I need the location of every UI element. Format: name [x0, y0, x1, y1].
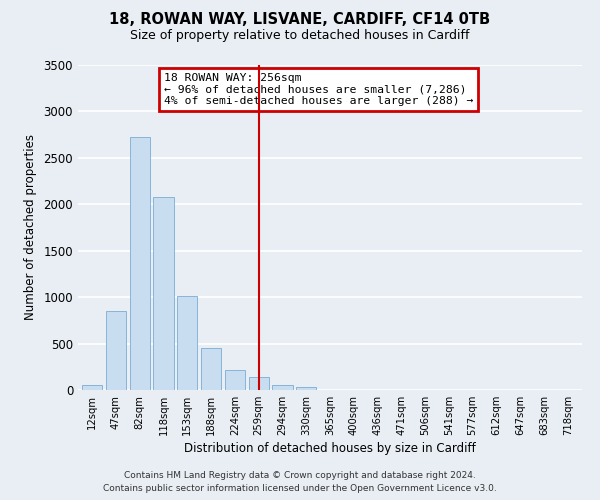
- X-axis label: Distribution of detached houses by size in Cardiff: Distribution of detached houses by size …: [184, 442, 476, 455]
- Text: Size of property relative to detached houses in Cardiff: Size of property relative to detached ho…: [130, 30, 470, 43]
- Text: 18, ROWAN WAY, LISVANE, CARDIFF, CF14 0TB: 18, ROWAN WAY, LISVANE, CARDIFF, CF14 0T…: [109, 12, 491, 28]
- Text: Contains HM Land Registry data © Crown copyright and database right 2024.: Contains HM Land Registry data © Crown c…: [124, 470, 476, 480]
- Text: 18 ROWAN WAY: 256sqm
← 96% of detached houses are smaller (7,286)
4% of semi-det: 18 ROWAN WAY: 256sqm ← 96% of detached h…: [164, 73, 473, 106]
- Bar: [225, 370, 245, 390]
- Bar: [248, 377, 269, 390]
- Bar: [177, 296, 197, 390]
- Bar: [106, 311, 126, 390]
- Bar: [201, 348, 221, 390]
- Bar: [130, 138, 150, 390]
- Bar: [296, 387, 316, 390]
- Bar: [154, 198, 173, 390]
- Y-axis label: Number of detached properties: Number of detached properties: [23, 134, 37, 320]
- Bar: [272, 385, 293, 390]
- Bar: [82, 385, 103, 390]
- Text: Contains public sector information licensed under the Open Government Licence v3: Contains public sector information licen…: [103, 484, 497, 493]
